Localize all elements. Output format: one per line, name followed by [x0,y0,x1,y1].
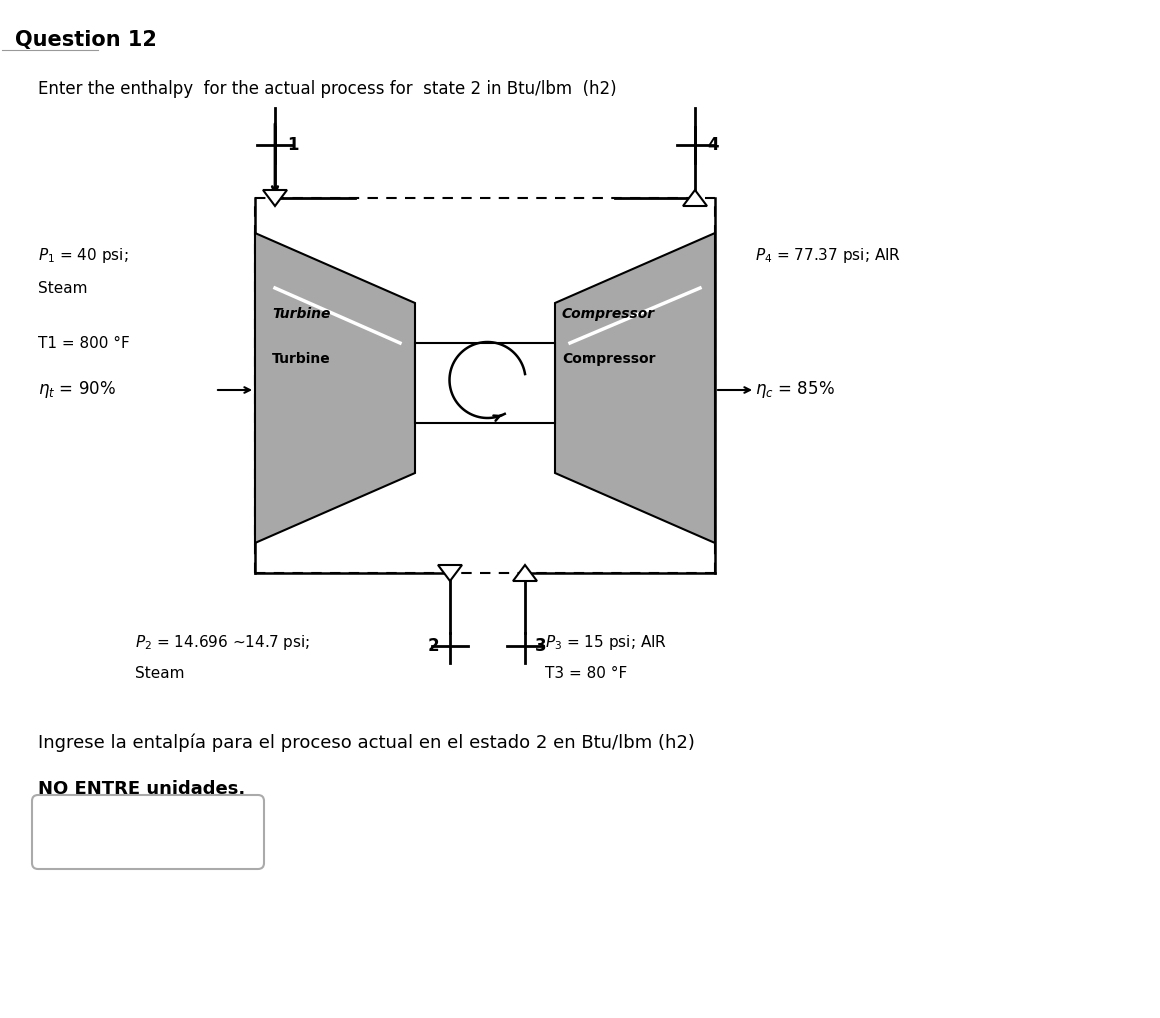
Text: Compressor: Compressor [561,352,655,366]
Text: Enter the enthalpy  for the actual process for  state 2 in Btu/lbm  (h2): Enter the enthalpy for the actual proces… [38,80,617,98]
Polygon shape [513,565,537,581]
Text: Turbine: Turbine [271,307,331,321]
Text: Steam: Steam [135,666,184,681]
Polygon shape [255,233,415,543]
Text: 3: 3 [535,637,546,655]
Text: Steam: Steam [38,281,87,296]
FancyBboxPatch shape [32,795,264,869]
Text: Question 12: Question 12 [15,30,157,50]
Polygon shape [263,190,287,206]
Text: $P_1$ = 40 psi;: $P_1$ = 40 psi; [38,246,129,265]
Text: NO ENTRE unidades.: NO ENTRE unidades. [38,780,245,798]
Polygon shape [554,233,715,543]
Text: 4: 4 [706,136,719,154]
Text: 1: 1 [287,136,298,154]
Text: $P_2$ = 14.696 ~14.7 psi;: $P_2$ = 14.696 ~14.7 psi; [135,633,310,652]
Text: 2: 2 [428,637,440,655]
Text: T3 = 80 °F: T3 = 80 °F [545,666,628,681]
Text: Compressor: Compressor [561,307,655,321]
Bar [415,343,554,423]
Text: $P_3$ = 15 psi; AIR: $P_3$ = 15 psi; AIR [545,633,667,652]
Polygon shape [683,190,706,206]
Text: $\eta_c$ = 85%: $\eta_c$ = 85% [755,380,835,400]
Text: T1 = 800 °F: T1 = 800 °F [38,336,130,351]
Text: Ingrese la entalpía para el proceso actual en el estado 2 en Btu/lbm (h2): Ingrese la entalpía para el proceso actu… [38,733,695,751]
Text: Turbine: Turbine [271,352,331,366]
Polygon shape [438,565,462,581]
Text: $\eta_t$ = 90%: $\eta_t$ = 90% [38,380,116,400]
Text: $P_4$ = 77.37 psi; AIR: $P_4$ = 77.37 psi; AIR [755,246,901,265]
